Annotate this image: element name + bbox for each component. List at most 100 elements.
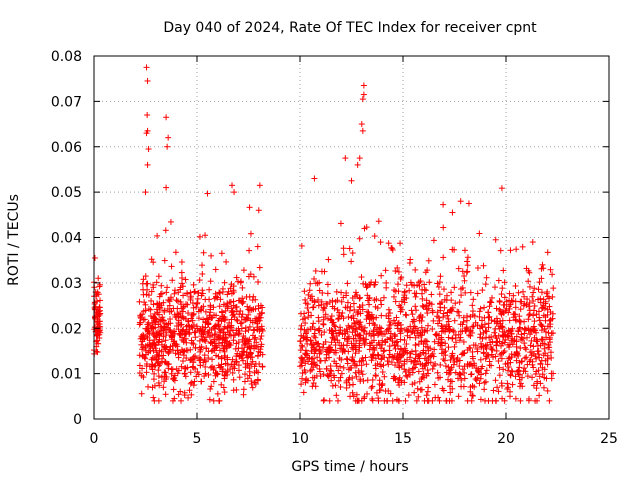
data-point xyxy=(217,290,224,297)
data-point xyxy=(254,376,261,383)
data-point xyxy=(336,345,343,352)
data-point xyxy=(246,368,253,375)
data-point xyxy=(189,356,196,363)
data-point xyxy=(167,218,174,225)
data-point xyxy=(186,323,193,330)
data-point xyxy=(138,315,145,322)
data-point xyxy=(143,369,150,376)
data-point xyxy=(451,317,458,324)
data-point xyxy=(230,283,237,290)
data-point xyxy=(151,362,158,369)
data-point xyxy=(163,321,170,328)
data-point xyxy=(218,381,225,388)
data-point xyxy=(191,329,198,336)
x-axis-label: GPS time / hours xyxy=(291,459,408,475)
data-point xyxy=(148,288,155,295)
data-point xyxy=(254,318,261,325)
data-point xyxy=(192,344,199,351)
data-point xyxy=(145,383,152,390)
data-point xyxy=(189,311,196,318)
data-point xyxy=(155,273,162,280)
data-point xyxy=(168,263,175,270)
data-point xyxy=(171,372,178,379)
data-point xyxy=(526,395,533,402)
data-point xyxy=(166,308,173,315)
data-point xyxy=(207,302,214,309)
data-point xyxy=(194,295,201,302)
data-point xyxy=(251,335,258,342)
data-point xyxy=(469,308,476,315)
data-point xyxy=(437,361,444,368)
data-point xyxy=(158,282,165,289)
data-point xyxy=(220,384,227,391)
data-point xyxy=(180,337,187,344)
data-point xyxy=(227,342,234,349)
data-point xyxy=(424,322,431,329)
data-point xyxy=(190,310,197,317)
data-point xyxy=(197,362,204,369)
data-point xyxy=(152,333,159,340)
data-point xyxy=(188,337,195,344)
data-point xyxy=(190,382,197,389)
data-point xyxy=(139,280,146,287)
data-point xyxy=(536,314,543,321)
data-point xyxy=(494,384,501,391)
data-point xyxy=(500,366,507,373)
data-point xyxy=(476,380,483,387)
data-point xyxy=(191,355,198,362)
data-point xyxy=(137,313,144,320)
data-point xyxy=(232,304,239,311)
data-point xyxy=(153,342,160,349)
data-point xyxy=(316,365,323,372)
data-point xyxy=(145,292,152,299)
data-point xyxy=(155,321,162,328)
data-point xyxy=(199,287,206,294)
data-point xyxy=(380,294,387,301)
data-point xyxy=(389,397,396,404)
data-point xyxy=(244,360,251,367)
y-tick-label: 0.07 xyxy=(51,94,82,110)
data-point xyxy=(529,374,536,381)
data-point xyxy=(192,329,199,336)
data-point xyxy=(221,372,228,379)
data-point xyxy=(157,360,164,367)
data-point xyxy=(224,354,231,361)
data-point xyxy=(218,308,225,315)
data-point xyxy=(161,307,168,314)
data-point xyxy=(201,373,208,380)
data-point xyxy=(226,327,233,334)
data-point xyxy=(395,268,402,275)
data-point xyxy=(202,363,209,370)
data-point xyxy=(394,264,401,271)
data-point xyxy=(175,391,182,398)
data-point xyxy=(384,326,391,333)
data-point xyxy=(246,247,253,254)
data-point xyxy=(163,289,170,296)
data-point xyxy=(161,343,168,350)
data-point xyxy=(234,350,241,357)
data-point xyxy=(209,363,216,370)
chart-title: Day 040 of 2024, Rate Of TEC Index for r… xyxy=(163,20,537,36)
data-point xyxy=(448,308,455,315)
x-tick-label: 25 xyxy=(600,431,618,447)
data-point xyxy=(243,337,250,344)
data-point xyxy=(513,357,520,364)
data-point xyxy=(498,291,505,298)
data-point xyxy=(371,233,378,240)
data-point xyxy=(155,301,162,308)
data-point xyxy=(219,366,226,373)
data-point xyxy=(207,340,214,347)
data-point xyxy=(179,308,186,315)
data-point xyxy=(169,277,176,284)
data-point xyxy=(155,373,162,380)
data-point xyxy=(463,269,470,276)
data-point xyxy=(195,308,202,315)
data-point xyxy=(235,331,242,338)
data-point xyxy=(429,326,436,333)
data-point xyxy=(248,306,255,313)
data-point xyxy=(545,344,552,351)
data-point xyxy=(171,340,178,347)
data-point xyxy=(183,347,190,354)
data-point xyxy=(227,299,234,306)
data-point xyxy=(165,350,172,357)
